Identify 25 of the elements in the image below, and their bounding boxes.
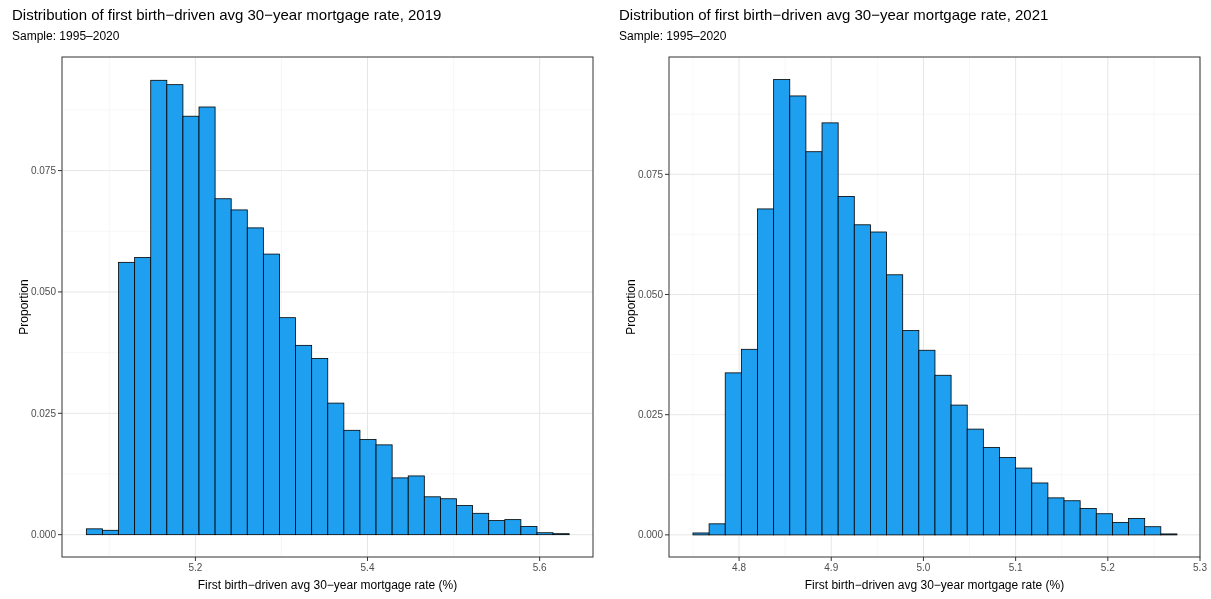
x-axis-title: First birth−driven avg 30−year mortgage rate (%)	[804, 578, 1065, 592]
x-tick-label: 5.0	[916, 562, 931, 573]
y-tick-label: 0.075	[30, 165, 57, 177]
y-axis-title: Proportion	[17, 279, 31, 335]
y-tick-label: 0.050	[30, 286, 57, 298]
chart-title: Distribution of first birth−driven avg 30−year mortgage rate, 2021	[619, 6, 1049, 23]
y-tick-label: 0.075	[637, 168, 664, 180]
x-tick-label: 4.8	[732, 562, 747, 573]
chart-subtitle: Sample: 1995–2020	[12, 29, 120, 43]
x-tick-label: 5.1	[1008, 562, 1024, 573]
y-tick-label: 0.025	[637, 409, 664, 421]
x-tick-label: 5.2	[188, 562, 203, 573]
y-axis-title: Proportion	[624, 279, 638, 335]
x-axis-title: First birth−driven avg 30−year mortgage rate (%)	[197, 578, 458, 592]
chart-title: Distribution of first birth−driven avg 30−year mortgage rate, 2019	[12, 6, 442, 23]
x-tick-label: 5.4	[360, 562, 375, 573]
y-tick-label: 0.050	[637, 289, 664, 300]
x-tick-label: 5.3	[1193, 562, 1208, 573]
chart-subtitle: Sample: 1995–2020	[619, 29, 727, 43]
y-tick-label: 0.000	[30, 529, 57, 541]
x-tick-label: 5.2	[1100, 562, 1116, 573]
y-tick-label: 0.000	[637, 529, 664, 541]
y-tick-label: 0.025	[30, 407, 57, 419]
x-tick-label: 5.6	[532, 562, 548, 573]
x-tick-label: 4.9	[824, 562, 839, 573]
